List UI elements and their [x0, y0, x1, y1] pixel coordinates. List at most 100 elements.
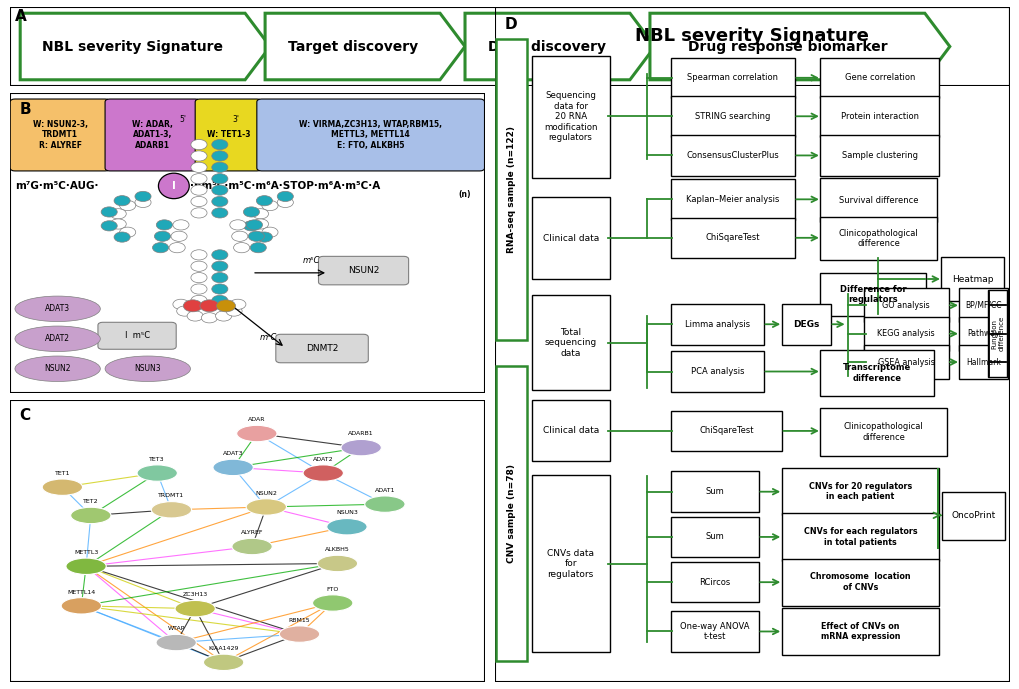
Text: NSUN2: NSUN2	[45, 364, 70, 373]
FancyBboxPatch shape	[671, 471, 758, 512]
Circle shape	[119, 227, 136, 237]
Circle shape	[256, 232, 272, 242]
Polygon shape	[20, 13, 270, 80]
Text: Drug discovery: Drug discovery	[488, 39, 606, 54]
Text: ALKBH5: ALKBH5	[325, 547, 350, 552]
Text: Clinicopathological
difference: Clinicopathological difference	[838, 229, 917, 248]
Circle shape	[191, 250, 207, 260]
Ellipse shape	[213, 460, 253, 475]
Circle shape	[212, 284, 227, 294]
Circle shape	[154, 232, 170, 241]
Circle shape	[215, 311, 231, 321]
Text: TET2: TET2	[83, 499, 99, 504]
Text: NSUN3: NSUN3	[135, 364, 161, 373]
Circle shape	[212, 185, 227, 195]
FancyBboxPatch shape	[863, 289, 948, 322]
FancyBboxPatch shape	[942, 492, 1004, 539]
Circle shape	[256, 196, 272, 206]
Circle shape	[191, 208, 207, 218]
FancyBboxPatch shape	[987, 291, 1006, 377]
Ellipse shape	[175, 601, 215, 617]
Text: 3': 3'	[231, 116, 238, 125]
Circle shape	[244, 207, 259, 217]
Text: Sum: Sum	[705, 533, 723, 542]
Ellipse shape	[246, 499, 286, 515]
Text: m⁵C: m⁵C	[260, 333, 277, 342]
FancyBboxPatch shape	[531, 475, 609, 652]
Text: B: B	[19, 102, 32, 117]
FancyBboxPatch shape	[531, 400, 609, 462]
Text: DEGs: DEGs	[793, 320, 818, 329]
FancyBboxPatch shape	[781, 513, 938, 561]
Ellipse shape	[158, 173, 190, 198]
FancyBboxPatch shape	[781, 468, 938, 515]
FancyBboxPatch shape	[819, 57, 938, 98]
FancyBboxPatch shape	[495, 366, 527, 661]
Circle shape	[212, 151, 227, 161]
Text: ConsensusClusterPlus: ConsensusClusterPlus	[686, 151, 779, 160]
Text: PCA analysis: PCA analysis	[690, 367, 744, 376]
Text: CNV sample (n=78): CNV sample (n=78)	[506, 464, 516, 563]
Circle shape	[191, 296, 207, 305]
FancyBboxPatch shape	[105, 99, 200, 171]
Ellipse shape	[156, 635, 197, 650]
Circle shape	[212, 196, 227, 207]
Text: CNVs data
for
regulators: CNVs data for regulators	[546, 548, 594, 579]
Circle shape	[262, 200, 278, 211]
Circle shape	[247, 220, 262, 230]
Text: W: VIRMA,ZC3H13, WTAP,RBM15,
METTL3, METTL14
E: FTO, ALKBH5: W: VIRMA,ZC3H13, WTAP,RBM15, METTL3, MET…	[299, 120, 441, 150]
Text: CNVs for 20 regulators
in each patient: CNVs for 20 regulators in each patient	[808, 482, 911, 502]
Circle shape	[169, 243, 185, 253]
Text: DNMT2: DNMT2	[306, 344, 338, 353]
Circle shape	[191, 196, 207, 207]
Text: NBL severity Signature: NBL severity Signature	[42, 39, 223, 54]
Text: NSUN2: NSUN2	[347, 266, 379, 275]
Ellipse shape	[236, 425, 277, 442]
Circle shape	[212, 139, 227, 150]
Circle shape	[212, 162, 227, 172]
FancyBboxPatch shape	[531, 56, 609, 178]
FancyBboxPatch shape	[959, 289, 1007, 322]
Text: CNVs for each regulators
in total patients: CNVs for each regulators in total patien…	[803, 527, 916, 546]
Ellipse shape	[105, 356, 191, 382]
FancyBboxPatch shape	[863, 345, 948, 379]
Circle shape	[119, 200, 136, 211]
Circle shape	[277, 197, 293, 207]
Circle shape	[114, 232, 130, 242]
Circle shape	[226, 306, 242, 316]
Ellipse shape	[15, 296, 100, 322]
Circle shape	[191, 273, 207, 282]
Text: GO analysis: GO analysis	[881, 301, 929, 310]
Ellipse shape	[15, 356, 100, 382]
Text: m⁷G·m⁵C·AUG·: m⁷G·m⁵C·AUG·	[15, 181, 99, 191]
Text: ChiSqareTest: ChiSqareTest	[705, 234, 759, 243]
Text: Clinical data: Clinical data	[542, 234, 598, 243]
Text: Drug response biomarker: Drug response biomarker	[687, 39, 887, 54]
Circle shape	[212, 250, 227, 260]
Text: One-way ANOVA
t-test: One-way ANOVA t-test	[680, 621, 749, 641]
Circle shape	[212, 174, 227, 184]
Text: BP/MF/CC: BP/MF/CC	[964, 301, 1001, 310]
Circle shape	[101, 220, 117, 231]
Ellipse shape	[317, 555, 358, 572]
Circle shape	[183, 300, 202, 312]
Circle shape	[110, 209, 126, 219]
Text: RBM15: RBM15	[288, 618, 310, 623]
Text: Chromosome  location
of CNVs: Chromosome location of CNVs	[809, 573, 910, 592]
Text: ADAT1: ADAT1	[374, 488, 394, 493]
Text: W: TET1-3: W: TET1-3	[207, 130, 250, 139]
Text: NSUN2: NSUN2	[255, 491, 277, 495]
Text: W: NSUN2-3,
TRDMT1
R: ALYREF: W: NSUN2-3, TRDMT1 R: ALYREF	[33, 120, 88, 150]
FancyBboxPatch shape	[671, 135, 794, 176]
Circle shape	[248, 232, 264, 241]
Text: 5': 5'	[179, 116, 186, 125]
Ellipse shape	[70, 507, 111, 524]
Circle shape	[212, 296, 227, 305]
Circle shape	[200, 300, 219, 312]
Circle shape	[172, 299, 189, 309]
Text: Hallmark: Hallmark	[965, 358, 1000, 367]
Text: Target discovery: Target discovery	[287, 39, 417, 54]
Circle shape	[201, 313, 217, 323]
Circle shape	[233, 243, 250, 253]
Circle shape	[176, 306, 193, 316]
